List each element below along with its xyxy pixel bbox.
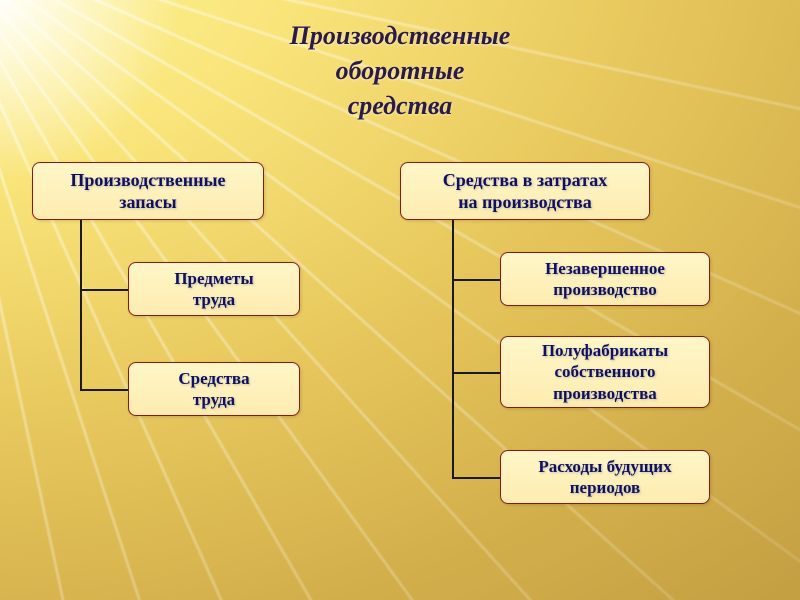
node-label: Полуфабрикаты — [542, 341, 668, 360]
node-label: Предметы — [174, 269, 253, 288]
node-label: Производственные — [70, 170, 225, 190]
node-label: периодов — [570, 478, 640, 497]
node-label: запасы — [119, 192, 176, 212]
slide-title: Производственные оборотные средства — [0, 18, 800, 123]
title-line-3: средства — [348, 91, 453, 120]
node-production-stocks: Производственные запасы — [32, 162, 264, 220]
node-label: Средства в затратах — [443, 170, 608, 190]
node-work-in-progress: Незавершенное производство — [500, 252, 710, 306]
node-labor-objects: Предметы труда — [128, 262, 300, 316]
node-label: собственного — [554, 362, 655, 381]
node-label: труда — [193, 390, 235, 409]
node-label: Незавершенное — [545, 259, 665, 278]
node-label: производство — [553, 280, 657, 299]
node-label: производства — [553, 384, 657, 403]
node-labor-means: Средства труда — [128, 362, 300, 416]
node-means-in-costs: Средства в затратах на производства — [400, 162, 650, 220]
node-label: Средства — [178, 369, 249, 388]
node-label: Расходы будущих — [538, 457, 671, 476]
node-semi-finished: Полуфабрикаты собственного производства — [500, 336, 710, 408]
node-future-costs: Расходы будущих периодов — [500, 450, 710, 504]
node-label: труда — [193, 290, 235, 309]
title-line-2: оборотные — [336, 56, 465, 85]
title-line-1: Производственные — [290, 21, 511, 50]
node-label: на производства — [458, 192, 592, 212]
